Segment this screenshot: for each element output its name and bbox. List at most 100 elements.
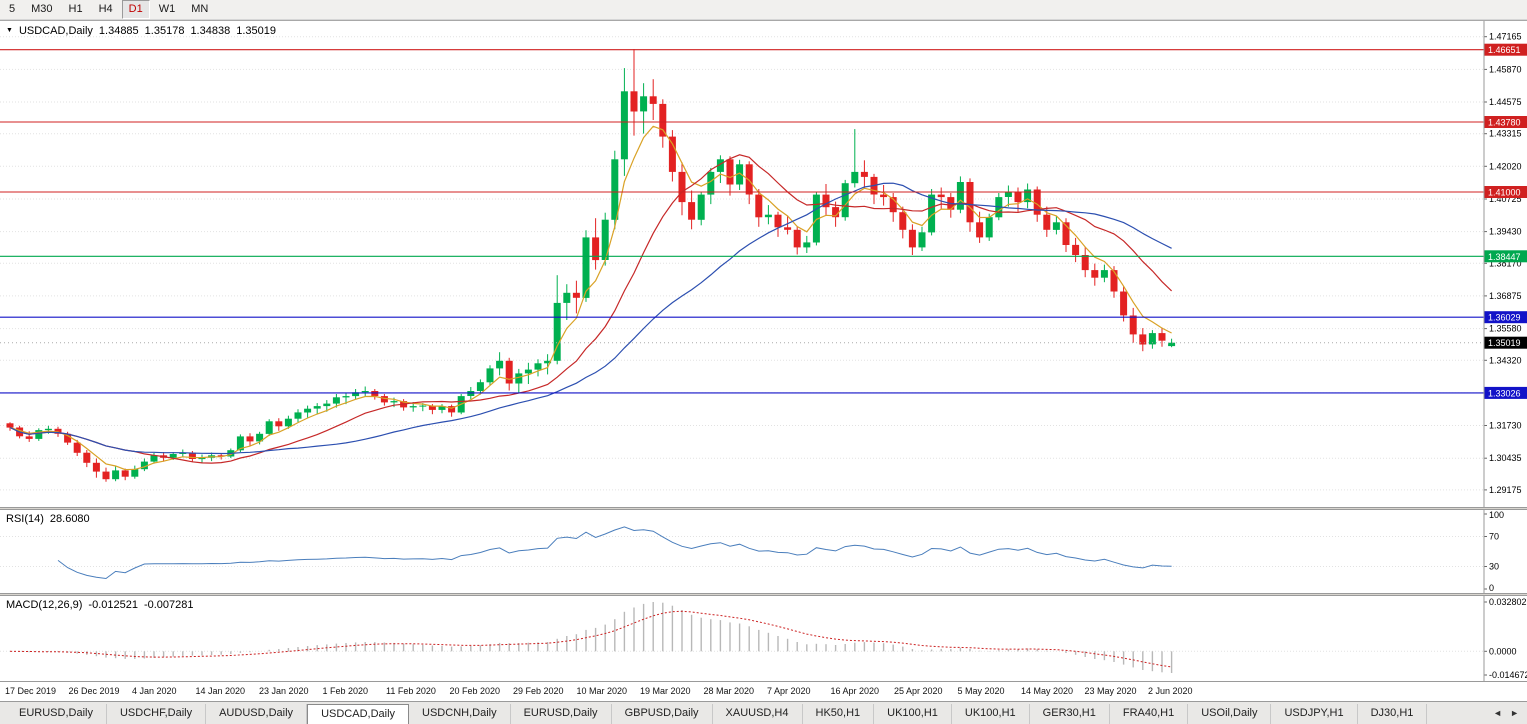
- candle-body-down: [1158, 333, 1166, 341]
- candle-body-down: [1043, 214, 1051, 230]
- chart-tab-audusd-daily[interactable]: AUDUSD,Daily: [206, 704, 308, 724]
- candle-body-up: [1004, 192, 1012, 197]
- candle-body-up: [44, 428, 52, 431]
- chart-tab-ger30-h1[interactable]: GER30,H1: [1029, 704, 1110, 724]
- candle-body-up: [352, 392, 360, 397]
- panel-splitter[interactable]: [0, 507, 1527, 510]
- chart-tab-xauusd-h4[interactable]: XAUUSD,H4: [712, 704, 803, 724]
- symbol-dropdown-icon[interactable]: ▼: [6, 27, 13, 34]
- chart-tab-dj30-h1[interactable]: DJ30,H1: [1357, 704, 1428, 724]
- candle-body-up: [476, 382, 484, 391]
- chart-tab-eurusd-daily[interactable]: EURUSD,Daily: [6, 704, 107, 724]
- candle-body-up: [35, 430, 43, 439]
- macd-signal-line[interactable]: [9, 610, 1172, 668]
- rsi-indicator-label: RSI(14) 28.6080: [6, 513, 90, 525]
- date-axis-label: 7 Apr 2020: [767, 686, 811, 696]
- date-axis-label: 25 Apr 2020: [894, 686, 943, 696]
- price-axis-label: 1.44575: [1489, 97, 1522, 107]
- chart-tab-uk100-h1[interactable]: UK100,H1: [874, 704, 952, 724]
- candle-body-up: [179, 452, 187, 454]
- macd-panel-canvas[interactable]: 0.032802 0.0000 -0.014672: [0, 596, 1527, 681]
- chart-tab-usoil-daily[interactable]: USOil,Daily: [1188, 704, 1272, 724]
- candle-body-up: [496, 360, 504, 369]
- rsi-name: RSI(14): [6, 513, 44, 525]
- candle-body-down: [1062, 222, 1070, 245]
- candle-body-down: [54, 428, 62, 434]
- chart-tab-hk50-h1[interactable]: HK50,H1: [802, 704, 875, 724]
- candle-body-up: [640, 96, 648, 112]
- rsi-panel-canvas[interactable]: 100 70 30 0: [0, 510, 1527, 593]
- chart-tab-eurusd-daily[interactable]: EURUSD,Daily: [510, 704, 612, 724]
- chart-tab-usdcad-daily[interactable]: USDCAD,Daily: [307, 704, 410, 724]
- candle-body-up: [150, 455, 158, 462]
- date-axis-label: 4 Jan 2020: [132, 686, 177, 696]
- price-axis-label: 1.42020: [1489, 161, 1522, 171]
- tabbar-scroll-right-icon[interactable]: ►: [1510, 708, 1519, 718]
- overlay-line-ma-mid[interactable]: [9, 154, 1173, 464]
- candle-body-down: [899, 212, 907, 230]
- overlay-line-ma-fast[interactable]: [9, 125, 1172, 471]
- tabbar-scroll-left-icon[interactable]: ◄: [1493, 708, 1503, 718]
- candle-body-up: [812, 194, 820, 243]
- timeframe-button-m30[interactable]: M30: [31, 3, 53, 15]
- chart-tab-fra40-h1[interactable]: FRA40,H1: [1109, 704, 1189, 724]
- overlay-line-ma-slow[interactable]: [9, 182, 1172, 455]
- macd-main-value: -0.012521: [88, 599, 138, 611]
- candle-body-down: [64, 433, 72, 443]
- candle-body-down: [1139, 334, 1147, 345]
- candle-body-down: [726, 159, 734, 185]
- price-axis-label: 1.30435: [1489, 453, 1522, 463]
- timeframe-button-mn[interactable]: MN: [191, 3, 209, 15]
- macd-axis-label: -0.014672: [1489, 670, 1527, 680]
- price-axis-label: 1.34320: [1489, 355, 1522, 365]
- candle-body-down: [121, 470, 129, 477]
- chart-tab-gbpusd-daily[interactable]: GBPUSD,Daily: [611, 704, 713, 724]
- level-price-badge: [1484, 250, 1527, 263]
- candle-body-down: [793, 229, 801, 248]
- timeframe-button-w1[interactable]: W1: [158, 3, 176, 15]
- macd-axis-label: 0.032802: [1489, 597, 1527, 607]
- candle-body-down: [745, 164, 753, 195]
- current-price-badge: [1484, 336, 1527, 349]
- candle-body-up: [611, 159, 619, 220]
- candle-body-up: [236, 436, 244, 451]
- current-price-badge-label: 1.35019: [1488, 338, 1521, 348]
- timeframe-button-h1[interactable]: H1: [68, 3, 83, 15]
- main-chart-canvas[interactable]: 1.47165 1.45870 1.44575 1.43315 1.42020 1.407…: [0, 21, 1527, 507]
- candle-body-up: [419, 405, 427, 407]
- macd-signal-value: -0.007281: [143, 599, 194, 611]
- candle-body-up: [985, 217, 993, 238]
- panel-splitter[interactable]: [0, 593, 1527, 596]
- rsi-line[interactable]: [57, 526, 1172, 580]
- candle-body-up: [256, 433, 264, 442]
- chart-tab-uk100-h1[interactable]: UK100,H1: [951, 704, 1030, 724]
- date-axis-label: 29 Feb 2020: [513, 686, 564, 696]
- candle-body-down: [860, 171, 868, 177]
- date-axis-label: 19 Mar 2020: [640, 686, 691, 696]
- date-axis-label: 28 Mar 2020: [703, 686, 755, 696]
- date-axis: 17 Dec 2019 26 Dec 2019 4 Jan 2020 14 Jan 2…: [0, 681, 1527, 702]
- timeframe-button-5[interactable]: 5: [9, 3, 16, 15]
- rsi-axis-label: 100: [1489, 510, 1504, 520]
- candle-body-down: [73, 442, 81, 453]
- candle-body-up: [342, 396, 350, 398]
- candle-body-up: [304, 408, 312, 413]
- date-axis-label: 26 Dec 2019: [68, 686, 120, 696]
- timeframe-button-d1[interactable]: D1: [121, 0, 150, 19]
- chart-tab-usdchf-daily[interactable]: USDCHF,Daily: [106, 704, 207, 724]
- macd-name: MACD(12,26,9): [6, 599, 83, 611]
- candle-body-up: [928, 194, 936, 233]
- chart-tab-usdcnh-daily[interactable]: USDCNH,Daily: [409, 704, 511, 724]
- candle-body-down: [1072, 244, 1080, 255]
- candle-body-down: [966, 182, 974, 223]
- chart-tab-usdjpy-h1[interactable]: USDJPY,H1: [1271, 704, 1358, 724]
- candle-body-up: [803, 242, 811, 248]
- timeframe-button-h4[interactable]: H4: [98, 3, 113, 15]
- candle-body-down: [1081, 255, 1089, 271]
- candle-body-up: [851, 171, 859, 184]
- candle-body-up: [1024, 189, 1032, 203]
- candle-body-down: [784, 227, 792, 230]
- candle-body-down: [428, 405, 436, 410]
- date-axis-label: 23 Jan 2020: [259, 686, 309, 696]
- date-axis-label: 10 Mar 2020: [576, 686, 628, 696]
